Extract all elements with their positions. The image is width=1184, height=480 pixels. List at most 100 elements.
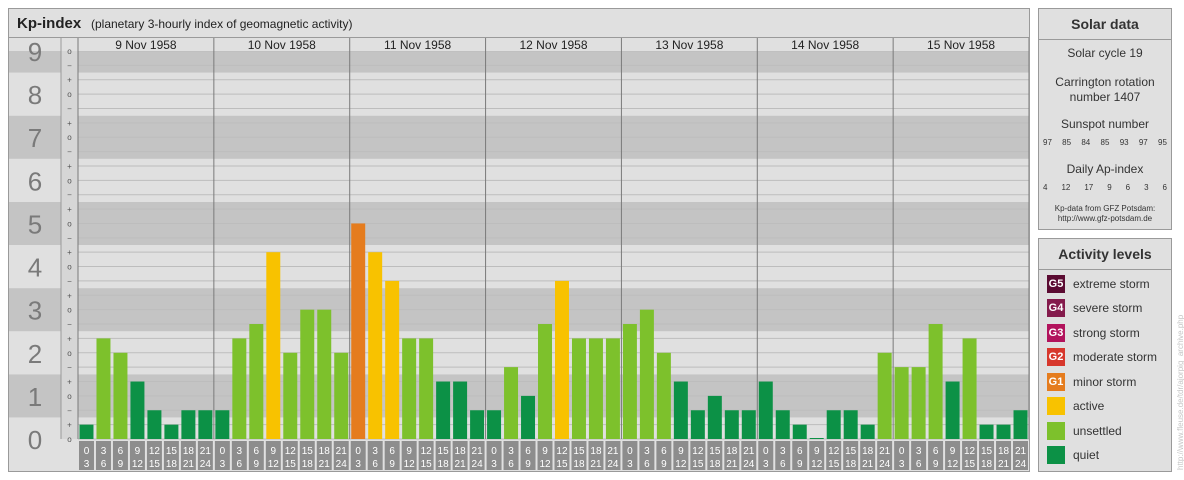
interval-label: 9 — [797, 459, 803, 470]
kp-bar — [758, 381, 773, 439]
minor-tick-symbol: + — [67, 119, 72, 128]
minor-tick-symbol: − — [67, 148, 72, 157]
interval-cell — [928, 441, 944, 470]
minor-tick-symbol: + — [67, 378, 72, 387]
kp-bar — [622, 324, 637, 439]
interval-cell — [673, 441, 689, 470]
kp-bar — [79, 424, 94, 439]
interval-label: 12 — [811, 459, 823, 470]
interval-label: 12 — [421, 446, 433, 457]
kp-bar — [181, 410, 196, 439]
kp-bar — [673, 381, 688, 439]
kp-bar — [215, 410, 230, 439]
level-severe-storm: G4 severe storm — [1047, 298, 1142, 318]
interval-label: 18 — [302, 459, 314, 470]
kp-bar — [775, 410, 790, 439]
minor-tick-symbol: − — [67, 277, 72, 286]
chart-title-bar: Kp-index (planetary 3-hourly index of ge… — [9, 9, 1029, 38]
source-watermark: http://www.fleuse.de/tdr/ajorpig_archive… — [1176, 314, 1184, 470]
interval-label: 18 — [438, 459, 450, 470]
kp-bar — [385, 280, 400, 439]
interval-label: 15 — [285, 459, 297, 470]
interval-label: 12 — [539, 459, 551, 470]
interval-label: 6 — [644, 459, 650, 470]
interval-label: 21 — [590, 459, 602, 470]
day-label: 12 Nov 1958 — [519, 38, 587, 52]
chart-subtitle: (planetary 3-hourly index of geomagnetic… — [91, 17, 353, 31]
kp-bar — [962, 338, 977, 439]
sunspot-value: 85 — [1100, 138, 1110, 147]
interval-cell — [248, 441, 264, 470]
activity-levels-panel: Activity levels G5 extreme storm G4 seve… — [1038, 238, 1172, 472]
kp-bar — [605, 338, 620, 439]
interval-label: 0 — [763, 446, 769, 457]
sunspot-value: 93 — [1119, 138, 1129, 147]
interval-cell — [79, 441, 94, 470]
interval-label: 3 — [220, 459, 226, 470]
kp-bar — [368, 252, 383, 439]
interval-label: 18 — [183, 446, 195, 457]
interval-label: 12 — [149, 446, 161, 457]
interval-label: 15 — [828, 459, 840, 470]
interval-label: 21 — [472, 446, 484, 457]
interval-cell — [435, 441, 451, 470]
level-swatch — [1047, 446, 1065, 464]
band-0 — [78, 417, 1029, 439]
interval-label: 21 — [879, 446, 891, 457]
minor-tick-symbol: − — [67, 320, 72, 329]
minor-tick-symbol: + — [67, 205, 72, 214]
ap-value: 6 — [1162, 183, 1167, 192]
sunspot-value: 95 — [1158, 138, 1167, 147]
interval-cell — [265, 441, 281, 470]
interval-cell — [588, 441, 604, 470]
interval-label: 3 — [644, 446, 650, 457]
interval-cell — [350, 441, 366, 470]
interval-cell — [214, 441, 230, 470]
data-source-label: Kp-data from GFZ Potsdam: — [1054, 204, 1156, 213]
level-swatch: G4 — [1047, 299, 1065, 317]
interval-cell — [690, 441, 706, 470]
interval-label: 21 — [1015, 446, 1027, 457]
interval-cell — [112, 441, 128, 470]
interval-label: 24 — [472, 459, 484, 470]
kp-chart-panel: 0 1 2 3 4 5 6 7 8 9 o + − o + − o + − o + − o + − o + − o + − o + − o + − o 9 … — [8, 8, 1030, 472]
interval-label: 0 — [220, 446, 226, 457]
kp-bar — [402, 338, 417, 439]
interval-cell — [758, 441, 774, 470]
kp-bar — [809, 438, 824, 439]
interval-label: 3 — [916, 446, 922, 457]
solar-cycle: Solar cycle 19 — [1067, 46, 1143, 60]
interval-cell — [996, 441, 1012, 470]
interval-label: 3 — [237, 446, 243, 457]
chart-title: Kp-index — [17, 15, 82, 32]
level-swatch: G5 — [1047, 275, 1065, 293]
kp-bar — [232, 338, 247, 439]
minor-tick-symbol: − — [67, 61, 72, 70]
interval-label: 6 — [525, 446, 531, 457]
interval-cell — [639, 441, 655, 470]
interval-cell — [452, 441, 468, 470]
interval-label: 12 — [404, 459, 416, 470]
kp-bar — [453, 381, 468, 439]
day-label: 15 Nov 1958 — [927, 38, 995, 52]
interval-cell — [724, 441, 740, 470]
kp-bar — [894, 367, 909, 439]
interval-label: 12 — [268, 459, 280, 470]
solar-data-panel: Solar data Solar cycle 19 Carrington rot… — [1038, 8, 1172, 230]
band-9 — [9, 51, 61, 73]
interval-cell — [809, 441, 825, 470]
interval-label: 0 — [355, 446, 361, 457]
interval-label: 3 — [627, 459, 633, 470]
interval-cell — [656, 441, 672, 470]
interval-label: 24 — [200, 459, 212, 470]
interval-label: 21 — [726, 459, 738, 470]
interval-cell — [877, 441, 893, 470]
band-7 — [9, 115, 61, 159]
interval-cell — [1013, 441, 1028, 470]
band-3 — [9, 288, 61, 332]
interval-cell — [503, 441, 519, 470]
level-label: moderate storm — [1073, 350, 1158, 364]
interval-label: 21 — [998, 459, 1010, 470]
level-extreme-storm: G5 extreme storm — [1047, 274, 1150, 294]
level-unsettled: unsettled — [1047, 421, 1122, 441]
